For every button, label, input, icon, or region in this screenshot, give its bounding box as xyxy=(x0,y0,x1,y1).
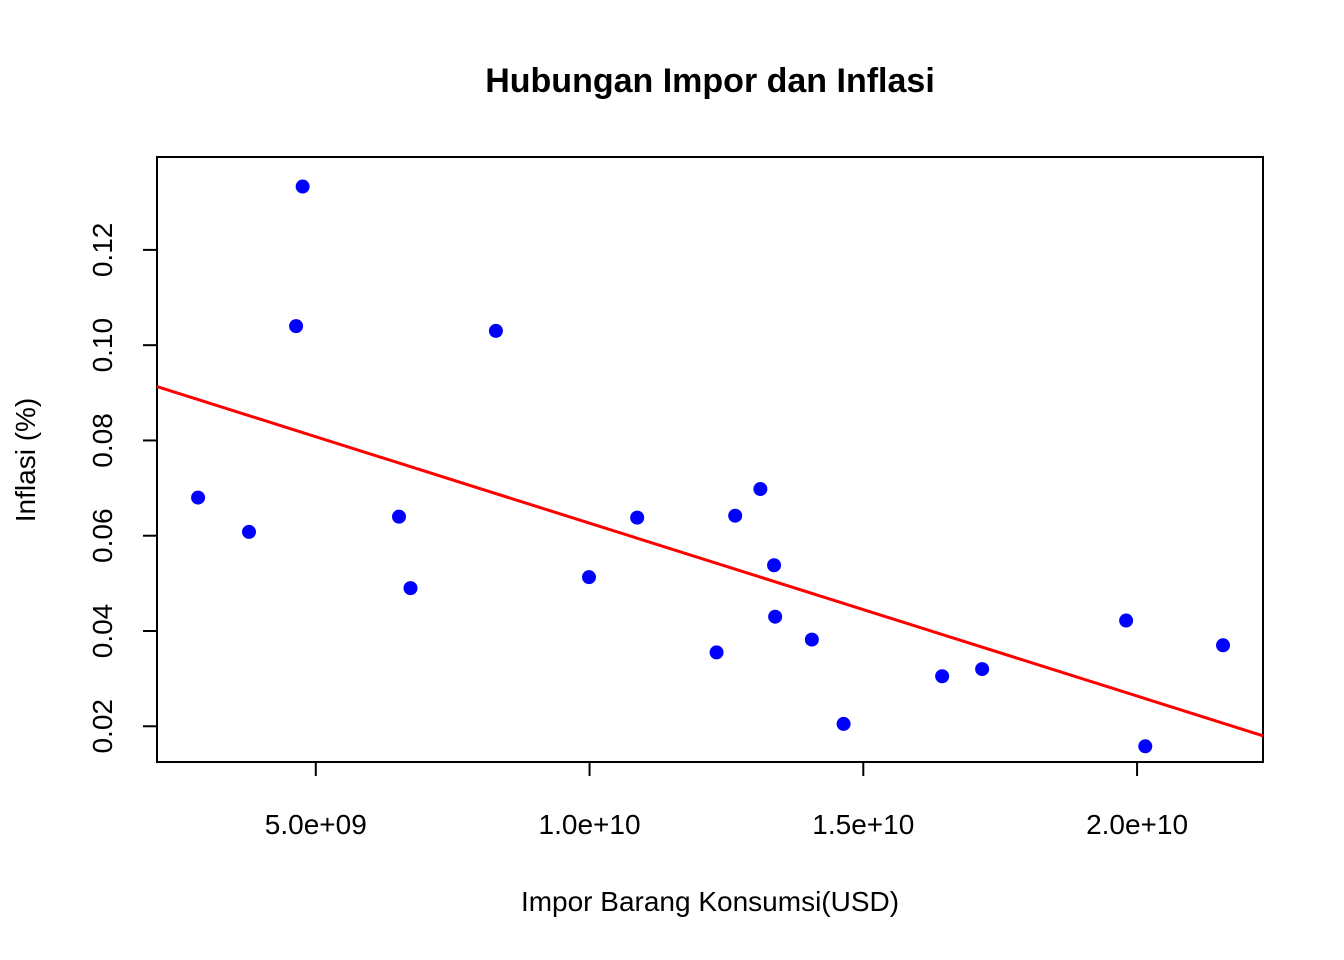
x-tick-label: 5.0e+09 xyxy=(265,809,367,840)
data-point xyxy=(836,716,851,731)
data-point xyxy=(1216,638,1231,653)
data-point xyxy=(753,482,768,497)
y-tick-label: 0.06 xyxy=(87,508,118,563)
data-point xyxy=(191,490,206,505)
y-tick-label: 0.08 xyxy=(87,413,118,468)
data-point xyxy=(581,570,596,585)
data-point xyxy=(1138,739,1153,754)
data-point xyxy=(975,662,990,677)
y-axis-label: Inflasi (%) xyxy=(10,398,41,522)
x-tick-label: 2.0e+10 xyxy=(1086,809,1188,840)
data-point xyxy=(935,669,950,684)
data-point xyxy=(767,558,782,573)
plot-frame xyxy=(156,156,1264,763)
regression-line-group xyxy=(156,385,1264,738)
data-point xyxy=(488,323,503,338)
data-point xyxy=(804,632,819,647)
data-point xyxy=(403,581,418,596)
data-point xyxy=(295,179,310,194)
y-tick-label: 0.02 xyxy=(87,699,118,754)
y-axis: 0.02 0.04 0.06 0.08 0.10 0.12 xyxy=(87,223,158,754)
data-point xyxy=(768,609,783,624)
regression-line xyxy=(156,385,1264,738)
y-tick-label: 0.04 xyxy=(87,604,118,659)
x-axis-label: Impor Barang Konsumsi(USD) xyxy=(521,886,899,917)
x-tick-label: 1.0e+10 xyxy=(539,809,641,840)
data-point xyxy=(709,645,724,660)
data-point xyxy=(1119,613,1134,628)
x-axis: 5.0e+09 1.0e+10 1.5e+10 2.0e+10 xyxy=(265,761,1188,840)
data-points xyxy=(191,179,1231,754)
data-point xyxy=(392,509,407,524)
x-tick-label: 1.5e+10 xyxy=(812,809,914,840)
data-point xyxy=(630,510,645,525)
data-point xyxy=(728,508,743,523)
y-tick-label: 0.10 xyxy=(87,318,118,373)
data-point xyxy=(289,319,304,334)
data-point xyxy=(241,524,256,539)
y-tick-label: 0.12 xyxy=(87,223,118,278)
chart-title: Hubungan Impor dan Inflasi xyxy=(485,62,935,100)
